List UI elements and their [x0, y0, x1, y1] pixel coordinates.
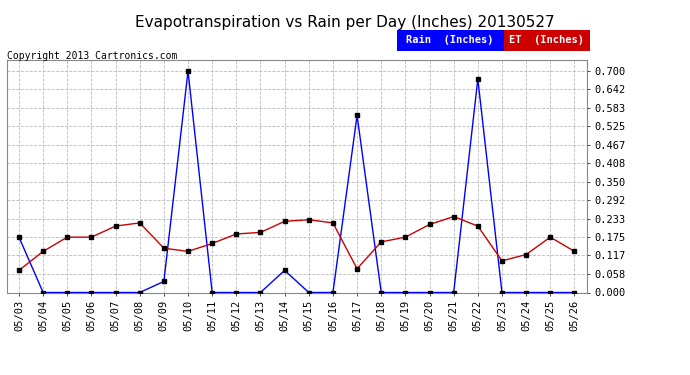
Text: Copyright 2013 Cartronics.com: Copyright 2013 Cartronics.com [7, 51, 177, 61]
Text: Rain  (Inches): Rain (Inches) [406, 35, 494, 45]
Text: Evapotranspiration vs Rain per Day (Inches) 20130527: Evapotranspiration vs Rain per Day (Inch… [135, 15, 555, 30]
Text: ET  (Inches): ET (Inches) [509, 35, 584, 45]
